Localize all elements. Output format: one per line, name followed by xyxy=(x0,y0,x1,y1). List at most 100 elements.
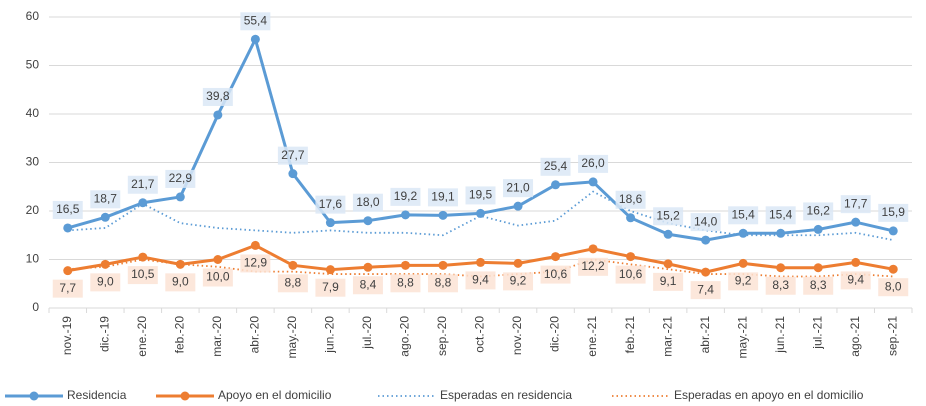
data-label: 8,4 xyxy=(360,277,377,291)
marker xyxy=(476,208,485,218)
label-bg xyxy=(165,273,196,292)
data-label: 10,6 xyxy=(544,267,568,281)
x-tick-label: sep.-20 xyxy=(435,316,449,356)
marker xyxy=(663,259,673,269)
data-label: 19,5 xyxy=(469,188,493,202)
data-label: 8,8 xyxy=(285,275,302,289)
marker xyxy=(813,263,823,273)
marker xyxy=(288,169,298,179)
label-bg xyxy=(315,278,346,297)
data-label: 15,4 xyxy=(769,207,793,221)
marker xyxy=(400,210,410,220)
data-label: 15,4 xyxy=(731,207,755,221)
label-bg xyxy=(653,207,684,226)
marker xyxy=(175,259,185,269)
data-label: 10,6 xyxy=(619,267,643,281)
data-label: 9,4 xyxy=(472,273,489,287)
data-label: 12,2 xyxy=(581,259,605,273)
data-label: 18,0 xyxy=(356,195,380,209)
data-label: 10,0 xyxy=(206,270,230,284)
x-tick-label: jul.-20 xyxy=(360,316,374,350)
x-tick-label: oct.-20 xyxy=(473,316,487,353)
label-bg xyxy=(465,271,496,290)
y-tick-label: 0 xyxy=(32,300,39,314)
marker xyxy=(100,259,110,269)
label-bg xyxy=(803,276,834,295)
label-bg xyxy=(165,169,196,188)
x-tick-label: abr.-21 xyxy=(698,316,712,354)
label-bg xyxy=(390,274,421,293)
label-bg xyxy=(202,268,233,287)
label-bg xyxy=(277,274,308,293)
marker xyxy=(438,260,448,270)
legend-label: Apoyo en el domicilio xyxy=(218,388,332,402)
label-bg xyxy=(90,273,121,292)
x-tick-label: jun.-21 xyxy=(773,316,787,354)
marker xyxy=(776,228,786,238)
label-bg xyxy=(653,272,684,291)
marker xyxy=(363,216,373,226)
marker xyxy=(513,258,523,268)
x-tick-label: ago.-20 xyxy=(398,316,412,357)
marker xyxy=(288,260,298,270)
label-bg xyxy=(127,266,158,285)
marker xyxy=(551,180,561,190)
x-tick-label: mar.-20 xyxy=(210,316,224,357)
legend-marker xyxy=(180,391,190,401)
marker xyxy=(63,266,73,276)
label-bg xyxy=(390,187,421,206)
data-label: 9,0 xyxy=(172,275,189,289)
data-label: 7,7 xyxy=(59,281,76,295)
y-tick-label: 40 xyxy=(26,106,40,120)
data-label: 8,8 xyxy=(397,275,414,289)
label-bg xyxy=(315,195,346,214)
y-tick-label: 30 xyxy=(26,155,40,169)
marker xyxy=(888,264,898,274)
y-tick-label: 50 xyxy=(26,58,40,72)
label-bg xyxy=(277,146,308,165)
x-tick-label: may.-21 xyxy=(735,316,749,359)
marker xyxy=(588,177,598,187)
data-label: 19,2 xyxy=(394,189,418,203)
label-bg xyxy=(540,157,571,176)
data-label: 9,2 xyxy=(510,274,527,288)
marker xyxy=(213,110,223,120)
data-label: 21,0 xyxy=(506,180,530,194)
x-tick-label: sep.-21 xyxy=(885,316,899,356)
marker xyxy=(138,198,148,208)
y-tick-label: 60 xyxy=(26,9,40,23)
data-label: 18,6 xyxy=(619,192,643,206)
label-bg xyxy=(202,87,233,106)
marker xyxy=(888,226,898,236)
data-label: 10,5 xyxy=(131,267,155,281)
data-label: 9,0 xyxy=(97,275,114,289)
marker xyxy=(438,210,448,220)
label-bg xyxy=(578,154,609,173)
marker xyxy=(776,263,786,273)
marker xyxy=(175,192,185,202)
data-label: 7,9 xyxy=(322,280,339,294)
marker xyxy=(851,257,861,267)
x-tick-label: abr.-20 xyxy=(248,316,262,354)
data-label: 15,2 xyxy=(656,208,680,222)
marker xyxy=(400,260,410,270)
data-label: 8,0 xyxy=(885,279,902,293)
marker xyxy=(476,257,485,267)
data-label: 8,3 xyxy=(772,278,789,292)
marker xyxy=(100,212,110,222)
marker xyxy=(851,217,861,227)
marker xyxy=(738,258,748,268)
x-tick-label: jul.-21 xyxy=(810,316,824,350)
label-bg xyxy=(127,175,158,194)
data-label: 9,4 xyxy=(847,273,864,287)
legend-label: Esperadas en residencia xyxy=(440,388,572,402)
marker xyxy=(626,213,636,223)
data-label: 8,3 xyxy=(810,278,827,292)
marker xyxy=(213,255,223,264)
label-bg xyxy=(690,281,721,300)
data-label: 16,2 xyxy=(807,204,831,218)
marker xyxy=(513,201,523,211)
marker xyxy=(701,267,711,277)
label-bg xyxy=(352,193,383,212)
marker xyxy=(250,34,260,44)
